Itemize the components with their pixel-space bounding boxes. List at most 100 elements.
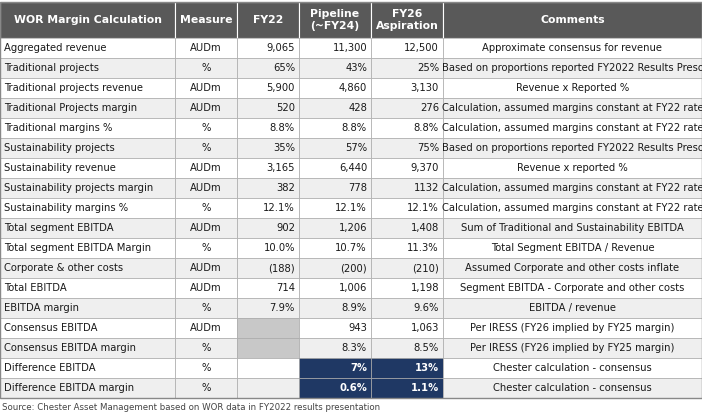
Text: Pipeline
(~FY24): Pipeline (~FY24) [310,9,359,31]
Text: Difference EBITDA margin: Difference EBITDA margin [4,383,134,393]
Bar [443,198,702,218]
Bar [299,378,371,398]
Text: Per IRESS (FY26 implied by FY25 margin): Per IRESS (FY26 implied by FY25 margin) [470,323,675,333]
Bar [371,178,443,198]
Bar [175,318,237,338]
Bar [299,38,371,58]
Bar [175,78,237,98]
Text: Consensus EBITDA: Consensus EBITDA [4,323,98,333]
Bar [371,2,443,38]
Text: Sustainability margins %: Sustainability margins % [4,203,128,213]
Text: 5,900: 5,900 [267,83,295,93]
Bar [0,198,175,218]
Text: AUDm: AUDm [190,163,222,173]
Text: 12.1%: 12.1% [407,203,439,213]
Bar [371,258,443,278]
Text: %: % [201,143,211,153]
Bar [443,278,702,298]
Text: Comments: Comments [540,15,605,25]
Bar [371,278,443,298]
Bar [443,338,702,358]
Text: Traditional projects: Traditional projects [4,63,99,73]
Bar [371,378,443,398]
Bar [443,158,702,178]
Text: 714: 714 [276,283,295,293]
Bar [371,318,443,338]
Bar [0,138,175,158]
Text: %: % [201,203,211,213]
Bar [0,58,175,78]
Text: 8.8%: 8.8% [270,123,295,133]
Bar [0,378,175,398]
Bar [299,2,371,38]
Text: Chester calculation - consensus: Chester calculation - consensus [493,363,652,373]
Text: 13%: 13% [415,363,439,373]
Text: Calculation, assumed margins constant at FY22 rate: Calculation, assumed margins constant at… [442,123,702,133]
Bar [175,258,237,278]
Text: Corporate & other costs: Corporate & other costs [4,263,123,273]
Text: Consensus EBITDA margin: Consensus EBITDA margin [4,343,136,353]
Bar [299,358,371,378]
Bar [0,38,175,58]
Text: %: % [201,383,211,393]
Bar [0,78,175,98]
Text: Revenue x reported %: Revenue x reported % [517,163,628,173]
Text: Traditional margins %: Traditional margins % [4,123,112,133]
Text: Source: Chester Asset Management based on WOR data in FY2022 results presentatio: Source: Chester Asset Management based o… [2,403,380,412]
Bar [175,358,237,378]
Bar [237,118,299,138]
Bar [443,98,702,118]
Text: 382: 382 [276,183,295,193]
Bar [237,2,299,38]
Bar [0,318,175,338]
Text: 12.1%: 12.1% [336,203,367,213]
Text: 10.0%: 10.0% [263,243,295,253]
Bar [237,318,299,338]
Text: 7%: 7% [350,363,367,373]
Bar [443,238,702,258]
Text: 1,006: 1,006 [338,283,367,293]
Bar [299,298,371,318]
Bar [0,218,175,238]
Bar [299,278,371,298]
Bar [299,178,371,198]
Text: 520: 520 [276,103,295,113]
Bar [299,118,371,138]
Text: %: % [201,343,211,353]
Bar [237,218,299,238]
Text: 10.7%: 10.7% [336,243,367,253]
Text: %: % [201,243,211,253]
Bar [0,238,175,258]
Bar [175,218,237,238]
Text: EBITDA margin: EBITDA margin [4,303,79,313]
Text: 943: 943 [348,323,367,333]
Text: Difference EBITDA: Difference EBITDA [4,363,95,373]
Text: 12,500: 12,500 [404,43,439,53]
Bar [237,238,299,258]
Bar [237,258,299,278]
Text: AUDm: AUDm [190,103,222,113]
Text: Sum of Traditional and Sustainability EBITDA: Sum of Traditional and Sustainability EB… [461,223,684,233]
Text: (210): (210) [412,263,439,273]
Bar [175,158,237,178]
Text: Sustainability projects margin: Sustainability projects margin [4,183,153,193]
Text: Chester calculation - consensus: Chester calculation - consensus [493,383,652,393]
Text: Sustainability projects: Sustainability projects [4,143,114,153]
Text: 276: 276 [420,103,439,113]
Bar [175,38,237,58]
Text: 8.8%: 8.8% [414,123,439,133]
Bar [237,98,299,118]
Bar [175,378,237,398]
Text: AUDm: AUDm [190,83,222,93]
Text: 1.1%: 1.1% [411,383,439,393]
Bar [371,298,443,318]
Bar [237,198,299,218]
Bar [175,138,237,158]
Text: Total segment EBITDA Margin: Total segment EBITDA Margin [4,243,151,253]
Bar [371,138,443,158]
Bar [443,258,702,278]
Text: FY22: FY22 [253,15,283,25]
Text: 1,408: 1,408 [411,223,439,233]
Text: 6,440: 6,440 [339,163,367,173]
Bar [0,2,175,38]
